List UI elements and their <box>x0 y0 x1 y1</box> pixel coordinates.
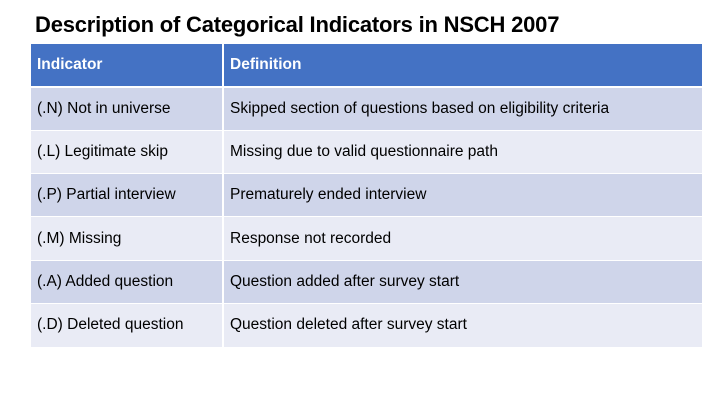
table-row: (.N) Not in universe Skipped section of … <box>31 86 702 131</box>
table-row: (.L) Legitimate skip Missing due to vali… <box>31 129 702 174</box>
table-row: (.D) Deleted question Question deleted a… <box>31 302 702 347</box>
indicator-cell: (.D) Deleted question <box>31 302 223 347</box>
header-indicator: Indicator <box>31 44 223 88</box>
table-row: (.P) Partial interview Prematurely ended… <box>31 173 702 217</box>
table-row: (.A) Added question Question added after… <box>31 259 702 304</box>
definition-cell: Question deleted after survey start <box>222 302 702 347</box>
table-header-row: Indicator Definition <box>31 44 702 88</box>
slide-title: Description of Categorical Indicators in… <box>35 12 560 37</box>
indicator-cell: (.P) Partial interview <box>31 173 223 217</box>
definition-cell: Missing due to valid questionnaire path <box>222 129 702 174</box>
definition-cell: Skipped section of questions based on el… <box>222 86 702 131</box>
indicators-table: Indicator Definition (.N) Not in univers… <box>31 44 702 347</box>
table-row: (.M) Missing Response not recorded <box>31 216 702 261</box>
indicator-cell: (.M) Missing <box>31 216 223 261</box>
header-definition: Definition <box>222 44 702 88</box>
definition-cell: Response not recorded <box>222 216 702 261</box>
indicator-cell: (.L) Legitimate skip <box>31 129 223 174</box>
definition-cell: Prematurely ended interview <box>222 173 702 217</box>
indicator-cell: (.N) Not in universe <box>31 86 223 131</box>
indicator-cell: (.A) Added question <box>31 259 223 304</box>
definition-cell: Question added after survey start <box>222 259 702 304</box>
